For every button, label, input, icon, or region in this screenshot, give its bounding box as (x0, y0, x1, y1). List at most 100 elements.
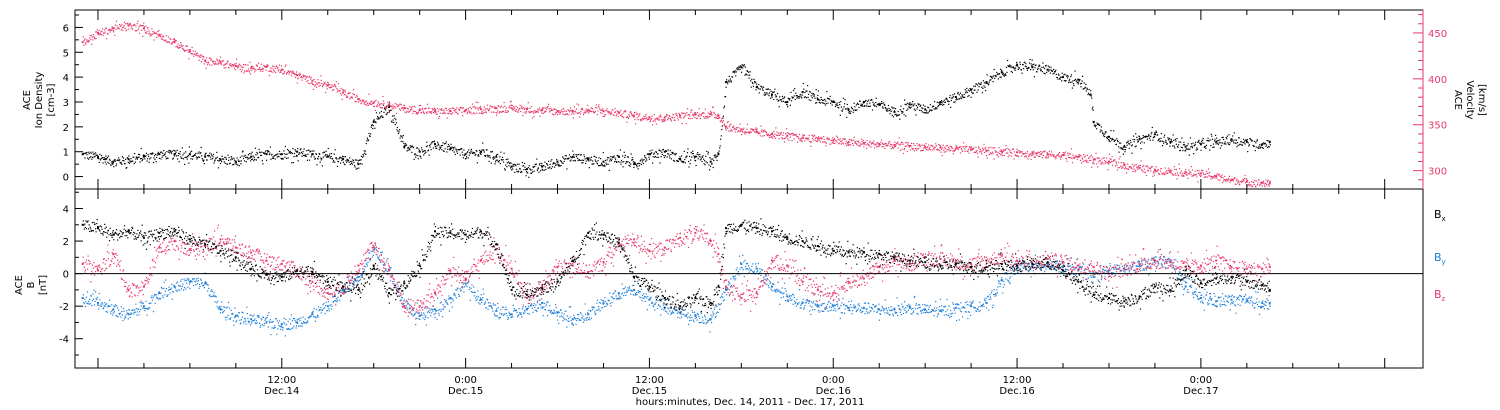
velocity-sample (221, 63, 223, 65)
velocity-sample (758, 132, 760, 134)
ion-density-sample (662, 148, 664, 151)
velocity-sample (137, 28, 140, 30)
velocity-sample (783, 137, 785, 140)
ion-density-sample (1067, 77, 1069, 79)
ion-density-sample (1028, 67, 1030, 69)
ion-density-sample (550, 167, 552, 170)
b-y-sample (195, 284, 197, 286)
ion-density-sample (490, 151, 492, 153)
b-y-sample (200, 279, 202, 281)
velocity-sample (433, 108, 435, 110)
velocity-sample (360, 102, 363, 104)
ion-density-sample (83, 152, 85, 154)
velocity-sample (855, 141, 857, 143)
ion-density-sample (768, 92, 771, 94)
ion-density-sample (661, 153, 663, 155)
ion-density-point (694, 155, 697, 158)
b-y-sample (92, 293, 94, 295)
ion-density-sample (103, 158, 105, 160)
velocity-sample (997, 152, 999, 154)
ion-density-sample (817, 90, 819, 92)
velocity-sample (797, 137, 800, 139)
ion-density-sample (767, 93, 769, 95)
velocity-sample (736, 127, 738, 129)
velocity-sample (667, 119, 669, 121)
velocity-sample (92, 34, 94, 36)
velocity-sample (363, 99, 365, 101)
velocity-sample (870, 143, 872, 145)
ion-density-sample (503, 161, 505, 163)
ion-density-sample (712, 166, 714, 169)
velocity-sample (1091, 166, 1093, 168)
velocity-sample (261, 67, 263, 69)
velocity-sample (1253, 183, 1255, 185)
velocity-sample (587, 112, 589, 114)
ion-density-sample (1016, 63, 1018, 66)
velocity-sample (201, 55, 203, 57)
velocity-sample (1171, 173, 1173, 175)
velocity-sample (793, 138, 795, 140)
velocity-sample (95, 31, 97, 33)
b-y-sample (93, 304, 96, 306)
velocity-sample (1188, 173, 1190, 175)
velocity-sample (622, 116, 624, 118)
ion-density-sample (757, 88, 759, 90)
b-y-sample (125, 314, 127, 316)
velocity-sample (336, 88, 338, 90)
velocity-sample (1115, 162, 1117, 164)
ion-density-sample (980, 82, 982, 84)
b-y-sample (101, 301, 103, 304)
b-y-sample (156, 296, 158, 298)
ion-density-sample (616, 161, 618, 164)
ion-density-sample (887, 104, 890, 107)
b-y-point (311, 313, 314, 316)
ion-density-sample (525, 175, 527, 177)
velocity-sample (983, 143, 985, 145)
velocity-sample (146, 31, 148, 33)
velocity-sample (237, 67, 239, 69)
velocity-sample (1114, 159, 1116, 161)
ion-density-sample (589, 157, 591, 159)
velocity-sample (344, 89, 346, 91)
velocity-sample (826, 137, 828, 139)
ion-density-sample (1249, 138, 1251, 140)
ion-density-sample (647, 153, 649, 155)
ion-density-sample (542, 169, 544, 171)
velocity-sample (343, 90, 345, 92)
velocity-sample (833, 142, 835, 144)
ion-density-sample (493, 157, 496, 159)
velocity-sample (292, 71, 294, 73)
velocity-sample (868, 145, 870, 147)
velocity-sample (597, 110, 599, 112)
velocity-sample (1218, 174, 1220, 176)
velocity-sample (780, 132, 782, 134)
ion-density-sample (866, 103, 868, 105)
velocity-sample (1187, 173, 1189, 175)
velocity-sample (852, 142, 854, 145)
ion-density-sample (304, 154, 306, 156)
ion-density-sample (533, 170, 535, 172)
velocity-sample (968, 152, 970, 154)
ion-density-sample (997, 73, 999, 75)
velocity-sample (1041, 152, 1043, 154)
ion-density-sample (1176, 145, 1179, 147)
velocity-sample (599, 107, 601, 109)
velocity-sample (694, 112, 697, 114)
velocity-sample (411, 108, 413, 110)
velocity-sample (127, 24, 129, 26)
ion-density-sample (885, 107, 887, 110)
velocity-sample (1254, 185, 1256, 187)
velocity-sample (916, 148, 919, 150)
ion-density-sample (496, 159, 498, 161)
ion-density-sample (674, 160, 676, 162)
velocity-sample (492, 106, 494, 108)
velocity-sample (345, 96, 348, 98)
velocity-sample (537, 111, 539, 113)
ion-density-sample (127, 161, 129, 163)
ion-density-sample (162, 152, 164, 154)
ion-density-sample (721, 128, 723, 131)
ion-density-sample (262, 163, 264, 165)
ion-density-sample (738, 65, 740, 67)
velocity-sample (351, 96, 353, 98)
ion-density-sample (919, 109, 921, 111)
